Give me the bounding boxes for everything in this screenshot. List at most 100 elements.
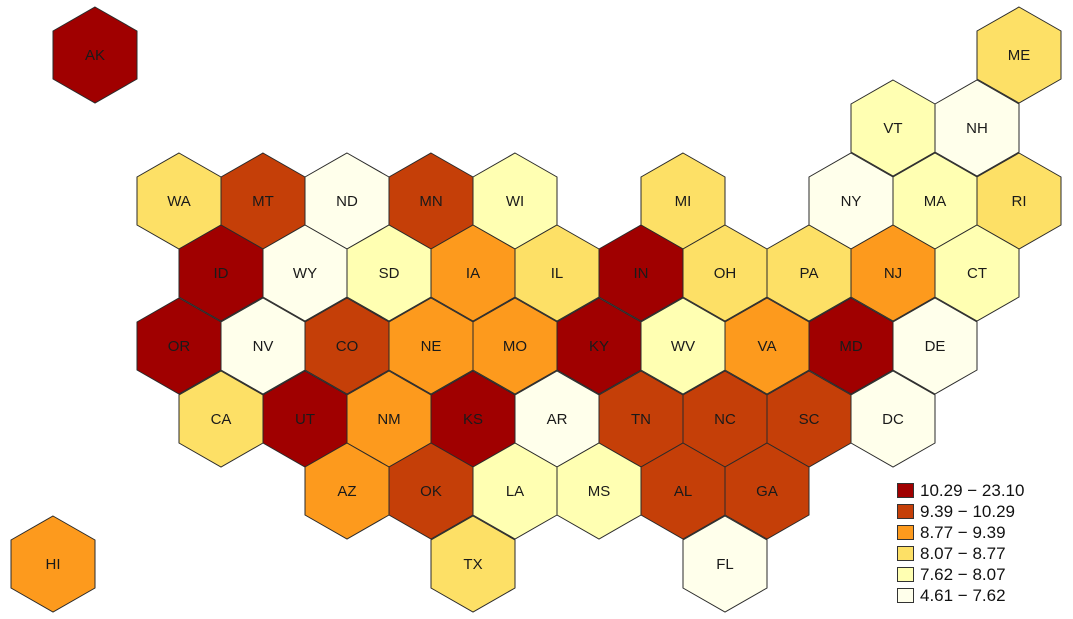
- state-label: ND: [336, 193, 358, 210]
- legend-swatch: [897, 525, 914, 540]
- state-hex-wi: WI: [472, 152, 558, 250]
- legend-item: 10.29 − 23.10: [897, 480, 1024, 501]
- state-hex-me: ME: [976, 6, 1062, 104]
- state-label: MI: [675, 193, 692, 210]
- state-label: NH: [966, 120, 988, 137]
- state-hex-pa: PA: [766, 224, 852, 322]
- state-label: MO: [503, 338, 527, 355]
- state-label: DE: [925, 338, 946, 355]
- state-label: CA: [211, 411, 232, 428]
- state-label: AZ: [337, 483, 356, 500]
- state-label: AK: [85, 47, 105, 64]
- state-label: RI: [1012, 193, 1027, 210]
- state-label: CT: [967, 265, 987, 282]
- state-hex-ak: AK: [52, 6, 138, 104]
- state-hex-md: MD: [808, 297, 894, 395]
- state-label: WV: [671, 338, 695, 355]
- state-hex-in: IN: [598, 224, 684, 322]
- state-hex-nv: NV: [220, 297, 306, 395]
- legend-label: 4.61 − 7.62: [920, 585, 1006, 605]
- state-label: AR: [547, 411, 568, 428]
- legend-label: 8.77 − 9.39: [920, 522, 1006, 542]
- state-label: GA: [756, 483, 778, 500]
- state-hex-wy: WY: [262, 224, 348, 322]
- state-hex-shape: [682, 515, 768, 613]
- legend-item: 8.77 − 9.39: [897, 522, 1024, 543]
- state-hex-shape: [976, 6, 1062, 104]
- legend-label: 7.62 − 8.07: [920, 564, 1006, 584]
- state-hex-tn: TN: [598, 370, 684, 468]
- state-label: UT: [295, 411, 315, 428]
- state-label: PA: [800, 265, 819, 282]
- state-hex-ct: CT: [934, 224, 1020, 322]
- state-label: SD: [379, 265, 400, 282]
- state-hex-tx: TX: [430, 515, 516, 613]
- state-hex-shape: [934, 224, 1020, 322]
- state-label: NJ: [884, 265, 902, 282]
- state-label: WI: [506, 193, 524, 210]
- state-label: KY: [589, 338, 609, 355]
- state-hex-shape: [724, 442, 810, 540]
- legend-item: 9.39 − 10.29: [897, 501, 1024, 522]
- state-hex-nd: ND: [304, 152, 390, 250]
- state-hex-mt: MT: [220, 152, 306, 250]
- state-label: SC: [799, 411, 820, 428]
- legend-label: 10.29 − 23.10: [920, 480, 1025, 500]
- state-hex-shape: [850, 370, 936, 468]
- state-label: AL: [674, 483, 692, 500]
- state-label: CO: [336, 338, 359, 355]
- state-label: NY: [841, 193, 862, 210]
- state-hex-wv: WV: [640, 297, 726, 395]
- state-label: ME: [1008, 47, 1031, 64]
- state-hex-shape: [892, 297, 978, 395]
- state-hex-shape: [52, 6, 138, 104]
- state-label: MS: [588, 483, 611, 500]
- state-label: IN: [634, 265, 649, 282]
- state-label: MT: [252, 193, 274, 210]
- state-label: MN: [419, 193, 442, 210]
- state-label: DC: [882, 411, 904, 428]
- legend-swatch: [897, 546, 914, 561]
- state-hex-mo: MO: [472, 297, 558, 395]
- state-label: NC: [714, 411, 736, 428]
- state-hex-de: DE: [892, 297, 978, 395]
- state-label: NE: [421, 338, 442, 355]
- state-hex-shape: [934, 79, 1020, 177]
- state-hex-id: ID: [178, 224, 264, 322]
- state-label: ID: [214, 265, 229, 282]
- state-hex-nh: NH: [934, 79, 1020, 177]
- state-label: IL: [551, 265, 564, 282]
- state-label: WY: [293, 265, 317, 282]
- state-hex-ga: GA: [724, 442, 810, 540]
- state-hex-hi: HI: [10, 515, 96, 613]
- state-label: VA: [758, 338, 777, 355]
- state-hex-al: AL: [640, 442, 726, 540]
- state-label: IA: [466, 265, 480, 282]
- state-label: OH: [714, 265, 737, 282]
- state-label: TN: [631, 411, 651, 428]
- state-hex-ca: CA: [178, 370, 264, 468]
- legend-label: 8.07 − 8.77: [920, 543, 1006, 563]
- state-label: MD: [839, 338, 862, 355]
- map-legend: 10.29 − 23.10 9.39 − 10.29 8.77 − 9.39 8.07…: [897, 480, 1024, 606]
- state-hex-dc: DC: [850, 370, 936, 468]
- legend-swatch: [897, 483, 914, 498]
- state-hex-shape: [10, 515, 96, 613]
- state-label: HI: [46, 556, 61, 573]
- legend-swatch: [897, 588, 914, 603]
- state-hex-wa: WA: [136, 152, 222, 250]
- state-hex-fl: FL: [682, 515, 768, 613]
- state-hex-vt: VT: [850, 79, 936, 177]
- state-label: OR: [168, 338, 191, 355]
- state-label: WA: [167, 193, 191, 210]
- state-label: TX: [463, 556, 482, 573]
- state-hex-ok: OK: [388, 442, 474, 540]
- state-label: MA: [924, 193, 947, 210]
- legend-item: 7.62 − 8.07: [897, 564, 1024, 585]
- state-hex-co: CO: [304, 297, 390, 395]
- state-label: FL: [716, 556, 734, 573]
- state-hex-shape: [430, 515, 516, 613]
- legend-swatch: [897, 504, 914, 519]
- legend-item: 4.61 − 7.62: [897, 585, 1024, 606]
